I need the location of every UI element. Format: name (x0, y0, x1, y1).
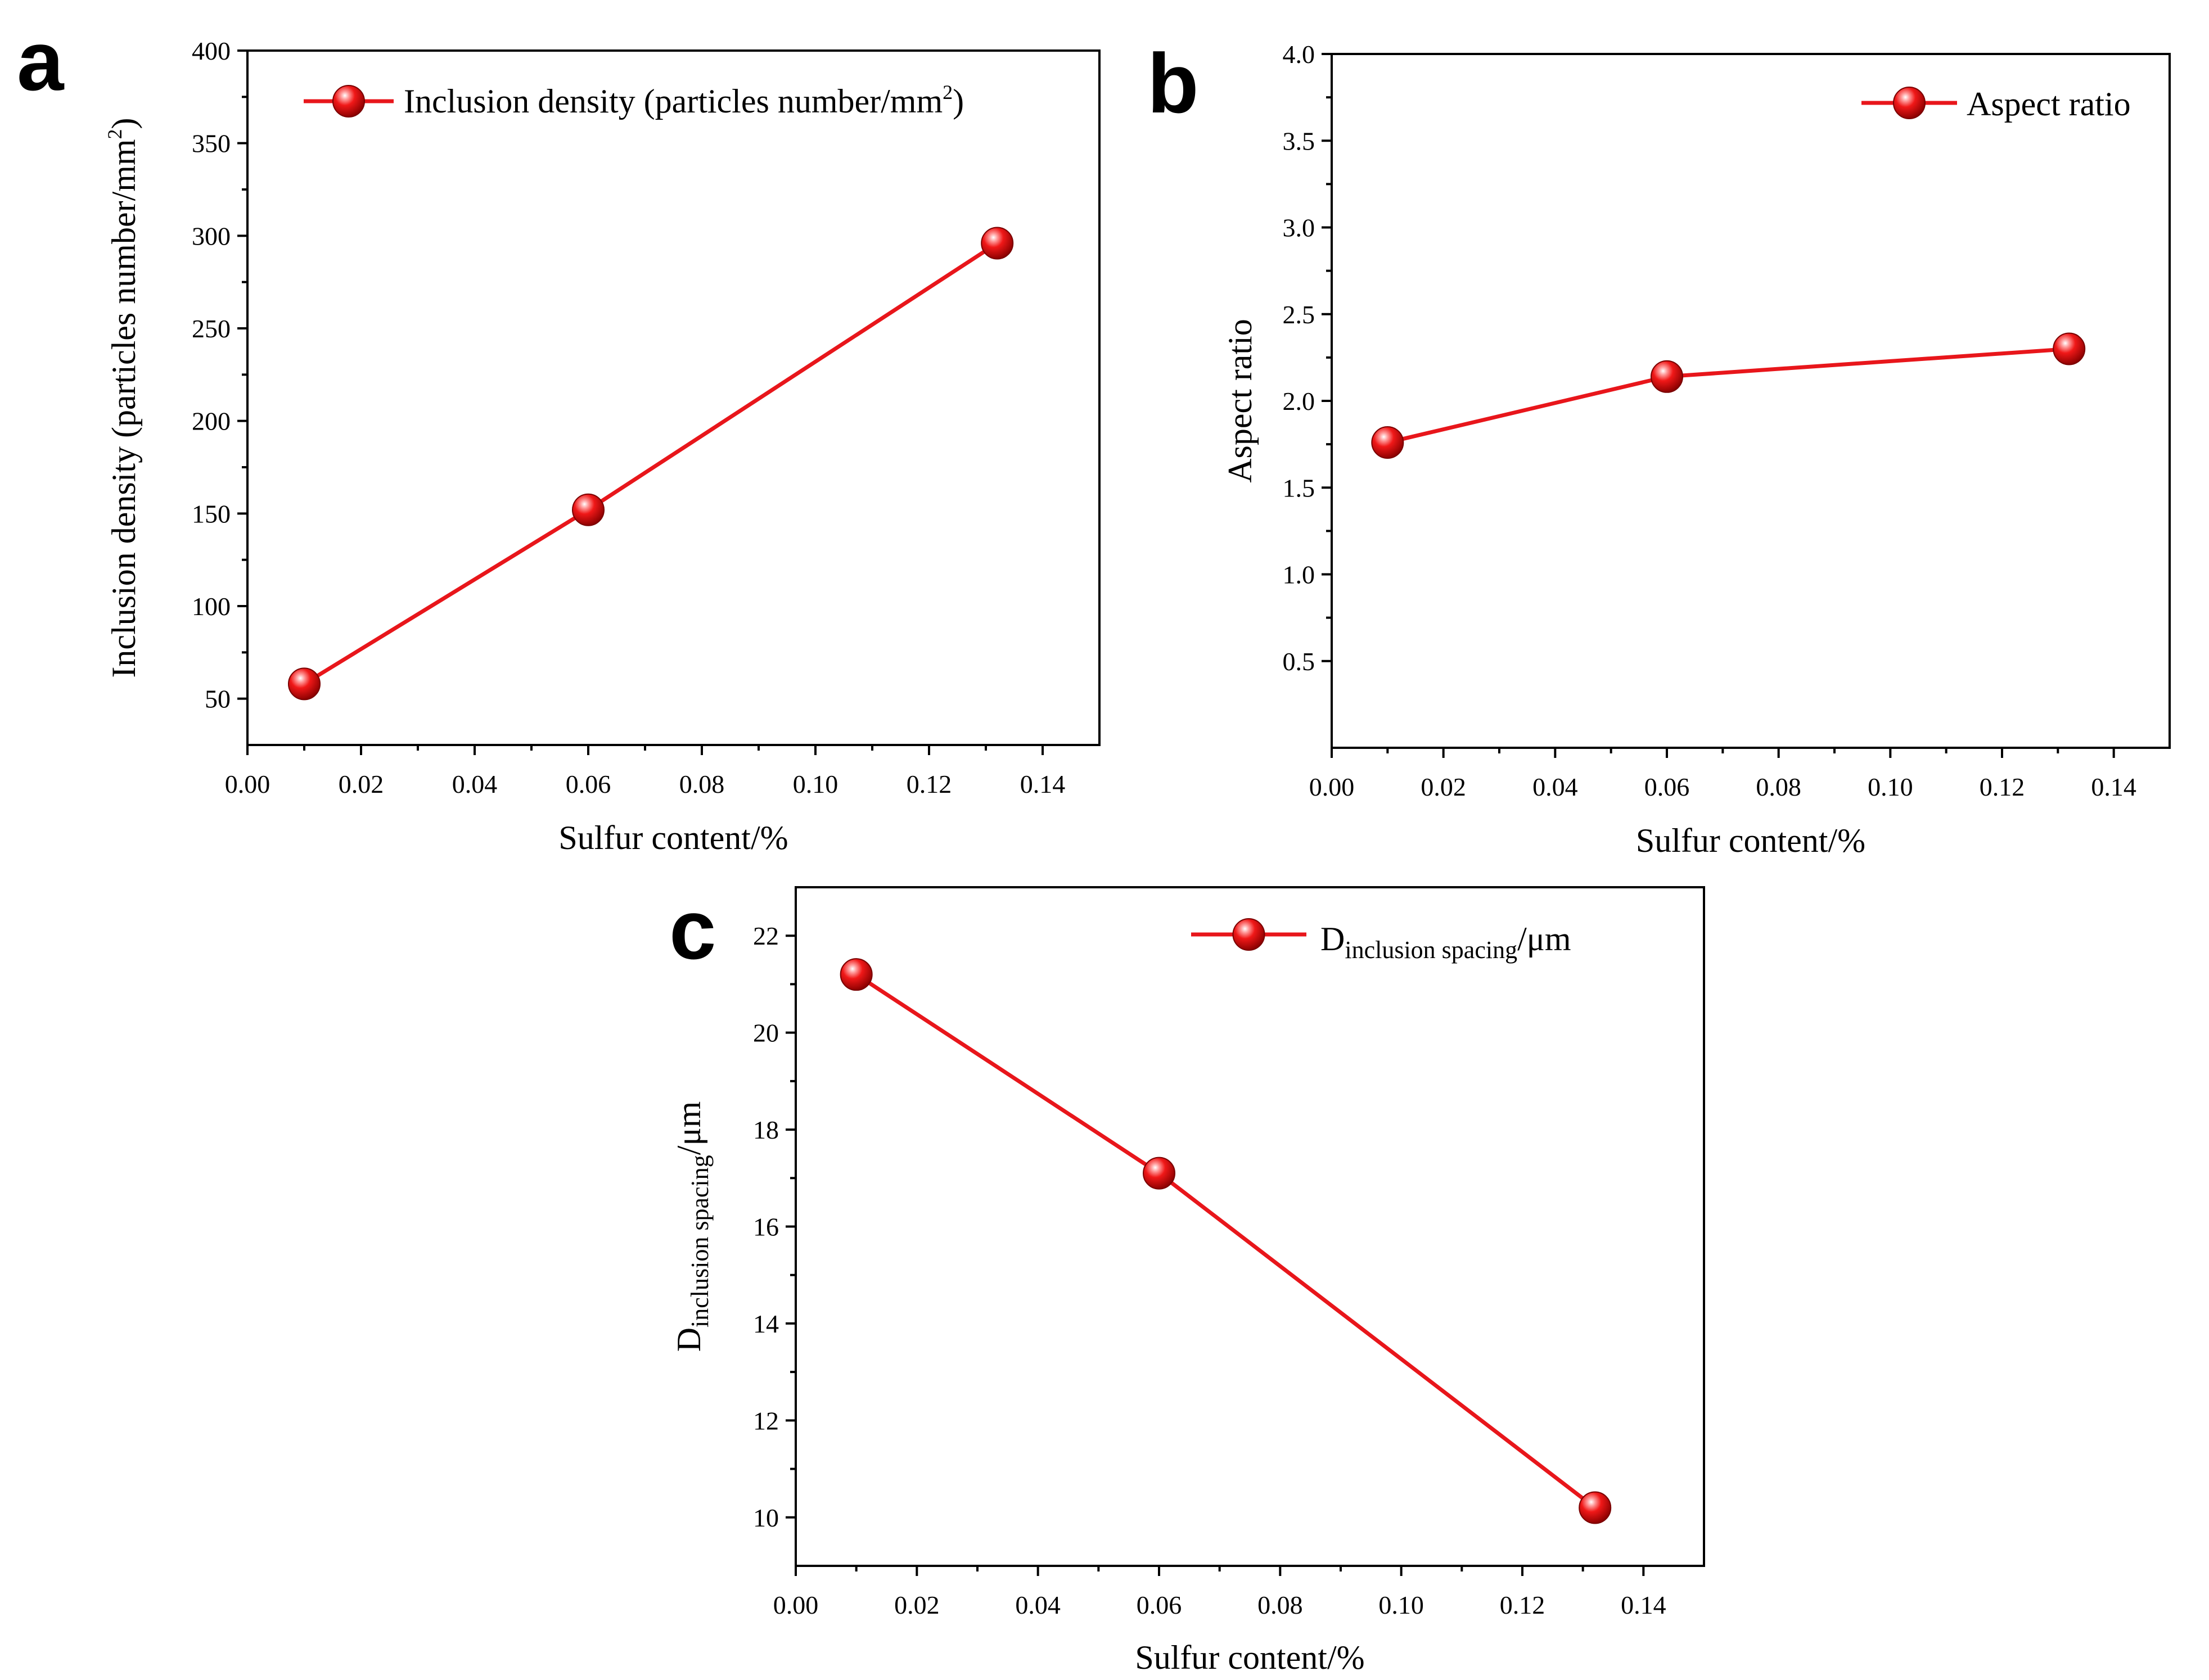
y-tick-label: 50 (205, 685, 231, 713)
label-part: 2 (943, 81, 953, 103)
x-tick-label: 0.00 (1309, 773, 1355, 801)
y-tick-label: 150 (192, 499, 231, 528)
panel-letter: b (1147, 36, 1199, 130)
y-tick-label: 2.5 (1283, 300, 1315, 329)
data-point (840, 958, 873, 991)
chart-panel-b: b 0.00 0.02 0.04 0.06 0.08 0.10 0.12 0.14 0.5 1.0 1… (1147, 36, 2171, 859)
x-tick-label: 0.10 (1868, 773, 1913, 801)
x-tick-label: 0.14 (1621, 1591, 1666, 1619)
x-axis-title: Sulfur content/% (1636, 822, 1865, 859)
label-part: 2 (103, 129, 126, 139)
y-tick-label: 100 (192, 592, 231, 621)
x-tick-label: 0.06 (1644, 773, 1690, 801)
legend-marker (1893, 87, 1926, 119)
y-tick-label: 4.0 (1283, 40, 1315, 69)
data-point (981, 227, 1014, 260)
label-part: Inclusion density (particles number/mm (105, 139, 142, 678)
label-part: inclusion spacing (686, 1155, 714, 1327)
legend: Inclusion density (particles number/mm2) (304, 81, 964, 120)
x-tick-label: 0.08 (679, 770, 725, 798)
series-line (1387, 346, 2070, 445)
x-tick-label: 0.08 (1756, 773, 1801, 801)
x-tick-label: 0.04 (1532, 773, 1578, 801)
legend-marker (1232, 918, 1265, 951)
legend-marker (332, 85, 365, 118)
legend-label: Aspect ratio (1967, 85, 2131, 123)
data-point (572, 493, 605, 526)
y-tick-label: 1.5 (1283, 473, 1315, 502)
y-tick-label: 1.0 (1283, 561, 1315, 589)
label-part: /μm (1517, 920, 1571, 958)
label-part: D (670, 1327, 707, 1352)
x-tick-label: 0.04 (452, 770, 498, 798)
y-axis-title: Inclusion density (particles number/mm2) (103, 118, 142, 678)
label-part: ) (953, 83, 964, 120)
data-point (1651, 360, 1683, 393)
y-tick-label: 16 (753, 1213, 779, 1241)
x-tick-label: 0.00 (773, 1591, 819, 1619)
x-axis-title: Sulfur content/% (558, 819, 788, 856)
y-tick-label: 250 (192, 314, 231, 343)
x-tick-label: 0.10 (793, 770, 838, 798)
label-part: /μm (670, 1101, 707, 1155)
data-point (288, 667, 321, 701)
x-tick-label: 0.14 (2091, 773, 2136, 801)
label-part: Inclusion density (particles number/mm (404, 83, 943, 120)
x-tick-label: 0.14 (1020, 770, 1066, 798)
y-tick-label: 3.0 (1283, 214, 1315, 242)
plot-frame (1331, 53, 2171, 749)
plot-frame (246, 49, 1101, 746)
y-tick-label: 3.5 (1283, 127, 1315, 155)
series-line (855, 973, 1597, 1510)
legend-label: Dinclusion spacing/μm (1320, 920, 1571, 964)
chart-panel-a: a 0.00 0.02 0.04 0.06 0.08 0.10 0.12 0.14 50 100 15… (17, 13, 1101, 856)
y-tick-label: 20 (753, 1019, 779, 1047)
legend: Dinclusion spacing/μm (1191, 918, 1571, 964)
x-tick-label: 0.02 (894, 1591, 940, 1619)
panel-letter: a (17, 13, 65, 108)
y-tick-label: 2.0 (1283, 387, 1315, 416)
data-point (1371, 426, 1404, 459)
y-tick-label: 22 (753, 922, 779, 950)
x-tick-label: 0.06 (1137, 1591, 1182, 1619)
y-tick-label: 300 (192, 222, 231, 250)
legend: Aspect ratio (1861, 85, 2131, 123)
legend-label: Inclusion density (particles number/mm2) (404, 81, 964, 120)
chart-panel-c: c 0.00 0.02 0.04 0.06 0.08 0.10 0.12 0.14 10 12 14 1… (669, 882, 1705, 1676)
y-axis-title: Dinclusion spacing/μm (670, 1101, 714, 1352)
label-part: inclusion spacing (1345, 936, 1517, 964)
x-tick-label: 0.06 (566, 770, 611, 798)
x-tick-label: 0.12 (1500, 1591, 1545, 1619)
x-tick-label: 0.04 (1015, 1591, 1061, 1619)
y-tick-label: 12 (753, 1406, 779, 1435)
x-tick-label: 0.08 (1257, 1591, 1303, 1619)
x-tick-label: 0.00 (225, 770, 271, 798)
label-part: D (1320, 920, 1345, 958)
panel-letter: c (669, 882, 716, 977)
x-tick-label: 0.12 (907, 770, 952, 798)
data-point (1143, 1157, 1175, 1190)
x-axis-title: Sulfur content/% (1135, 1639, 1364, 1676)
y-tick-label: 350 (192, 129, 231, 158)
data-point (1579, 1491, 1612, 1524)
y-axis-title: Aspect ratio (1221, 319, 1259, 483)
label-part: ) (105, 118, 142, 129)
y-tick-label: 14 (753, 1309, 779, 1338)
x-tick-label: 0.02 (339, 770, 384, 798)
x-tick-label: 0.10 (1378, 1591, 1424, 1619)
plot-frame (795, 886, 1705, 1567)
y-tick-label: 10 (753, 1503, 779, 1532)
y-tick-label: 400 (192, 37, 231, 65)
data-point (2053, 332, 2086, 365)
series-line (303, 241, 999, 686)
y-tick-label: 200 (192, 407, 231, 436)
y-tick-label: 18 (753, 1116, 779, 1144)
x-tick-label: 0.02 (1421, 773, 1466, 801)
x-tick-label: 0.12 (1980, 773, 2025, 801)
y-tick-label: 0.5 (1283, 647, 1315, 676)
